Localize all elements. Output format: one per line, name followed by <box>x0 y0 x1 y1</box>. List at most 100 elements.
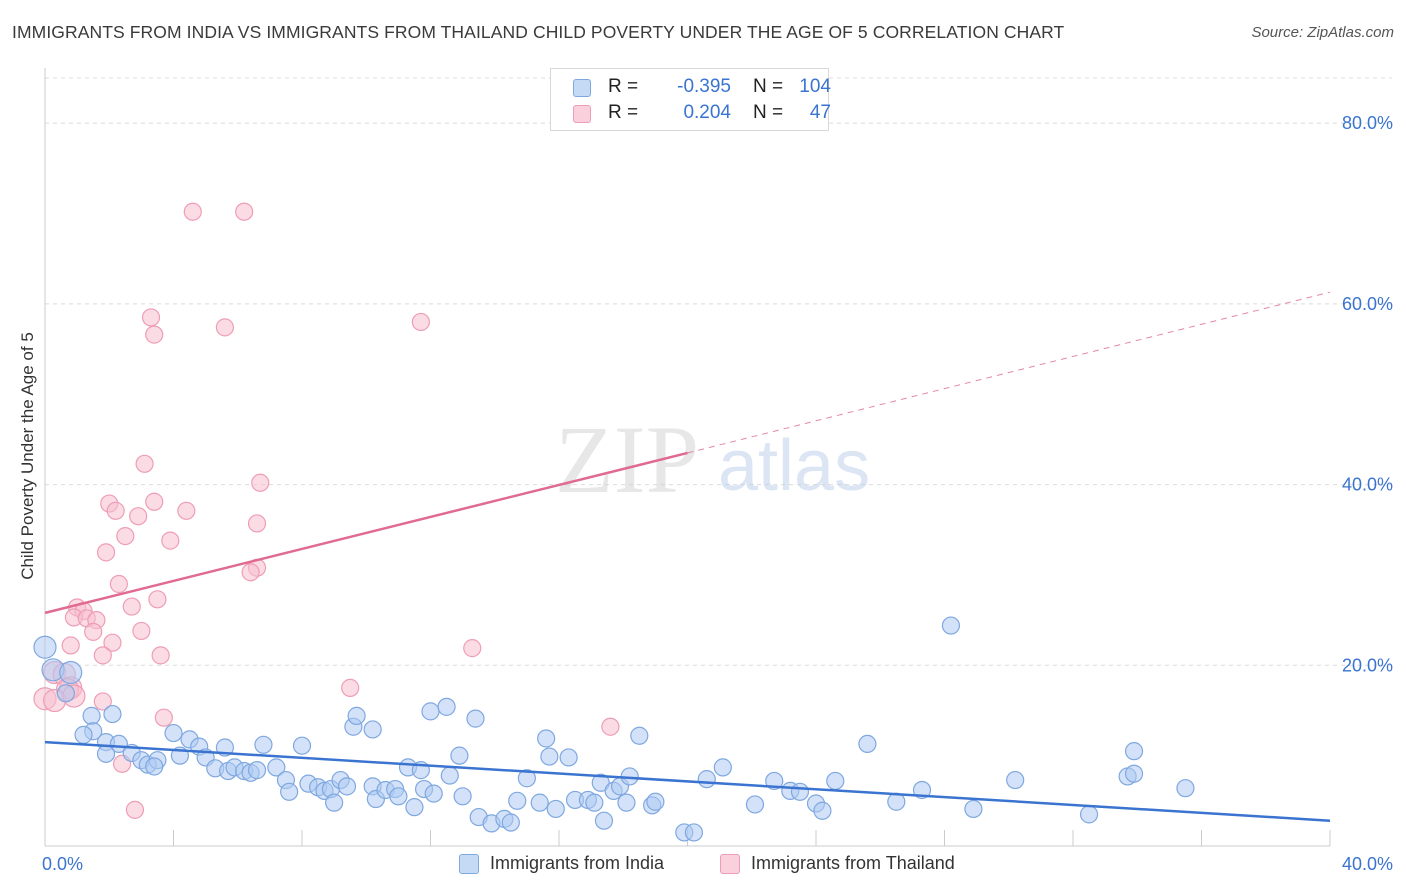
thailand-point <box>601 717 620 736</box>
india-point <box>437 697 456 716</box>
thailand-point <box>84 622 103 641</box>
thailand-legend-label: Immigrants from Thailand <box>751 853 955 873</box>
india-point <box>247 761 267 780</box>
thailand-point <box>125 800 145 819</box>
india-point <box>280 782 299 801</box>
thailand-point <box>177 501 196 520</box>
india-point <box>684 823 704 842</box>
india-point <box>424 784 443 803</box>
y-axis-label: Child Poverty Under the Age of 5 <box>18 332 37 580</box>
thailand-legend-swatch <box>720 854 740 874</box>
india-point <box>941 616 961 635</box>
india-point <box>585 793 604 812</box>
thailand-point <box>251 473 270 492</box>
x-tick-label: 0.0% <box>42 854 83 874</box>
thailand-point <box>148 590 167 609</box>
watermark-atlas: atlas <box>718 426 870 506</box>
india-swatch <box>573 79 591 97</box>
india-point <box>103 704 122 724</box>
thailand-point <box>141 308 161 327</box>
thailand-point <box>161 531 180 550</box>
r-label: R = <box>608 102 639 123</box>
thailand-point <box>411 312 430 332</box>
india-point <box>546 799 565 819</box>
india-point <box>697 770 716 789</box>
chart-title: IMMIGRANTS FROM INDIA VS IMMIGRANTS FROM… <box>12 22 1065 42</box>
thailand-point <box>341 678 360 697</box>
india-point <box>453 787 472 806</box>
trend-lines <box>44 291 1331 822</box>
india-point <box>82 706 101 725</box>
thailand-point <box>463 639 482 658</box>
n-value-thailand: 47 <box>809 102 831 123</box>
india-point <box>813 801 832 820</box>
y-tick-label: 20.0% <box>1342 655 1393 675</box>
india-point <box>405 798 424 817</box>
y-tick-label: 80.0% <box>1342 113 1393 133</box>
india-point <box>1124 742 1144 761</box>
india-point <box>858 734 877 754</box>
thailand-point <box>116 526 135 546</box>
india-point <box>292 736 312 755</box>
thailand-points <box>33 202 620 819</box>
india-point <box>1079 805 1099 824</box>
india-point <box>145 757 164 776</box>
india-point <box>630 726 649 745</box>
thailand-point <box>93 646 112 665</box>
tick-labels: 20.0% 40.0% 60.0% 80.0% 0.0% 40.0% <box>42 113 1393 874</box>
thailand-point <box>154 708 173 727</box>
india-point <box>96 744 116 763</box>
india-point <box>337 777 357 796</box>
source-label: Source: ZipAtlas.com <box>1251 24 1394 41</box>
thailand-point <box>145 325 164 344</box>
india-point <box>440 766 459 785</box>
india-point <box>164 723 183 743</box>
india-point <box>1006 770 1025 790</box>
n-label: N = <box>753 76 784 97</box>
n-label: N = <box>753 102 784 123</box>
india-point <box>389 787 408 806</box>
india-point <box>347 706 366 725</box>
india-point <box>745 795 765 814</box>
india-point <box>33 635 57 659</box>
india-point <box>450 746 469 765</box>
axes <box>44 68 1331 847</box>
india-point <box>74 725 93 744</box>
thailand-point <box>109 574 128 594</box>
india-point <box>559 748 578 767</box>
india-point <box>826 771 845 791</box>
india-point <box>540 747 559 766</box>
india-point <box>713 758 732 777</box>
thailand-point <box>135 454 154 473</box>
n-value-india: 104 <box>799 76 831 97</box>
india-trend-line <box>44 740 1331 822</box>
india-point <box>267 758 286 777</box>
y-tick-label: 60.0% <box>1342 294 1393 314</box>
thailand-trend-line <box>44 451 688 615</box>
india-point <box>59 660 83 685</box>
india-point <box>537 729 556 748</box>
thailand-trend-extension <box>687 291 1331 454</box>
india-point <box>508 791 527 810</box>
india-point <box>1124 764 1144 783</box>
thailand-point <box>103 633 122 652</box>
y-tick-label: 40.0% <box>1342 475 1393 495</box>
india-point <box>617 793 636 812</box>
thailand-point <box>235 202 254 221</box>
thailand-point <box>129 507 148 526</box>
india-point <box>254 735 273 754</box>
india-point <box>964 799 983 819</box>
r-label: R = <box>608 76 639 97</box>
thailand-point <box>106 501 125 520</box>
thailand-point <box>247 514 267 533</box>
watermark: ZIP atlas <box>555 406 870 513</box>
india-point <box>530 793 549 812</box>
thailand-point <box>132 621 151 641</box>
thailand-point <box>93 692 112 711</box>
india-point <box>501 813 520 832</box>
india-point <box>325 793 344 812</box>
india-legend-swatch <box>459 854 479 874</box>
india-point <box>591 773 610 792</box>
india-point <box>466 709 485 728</box>
